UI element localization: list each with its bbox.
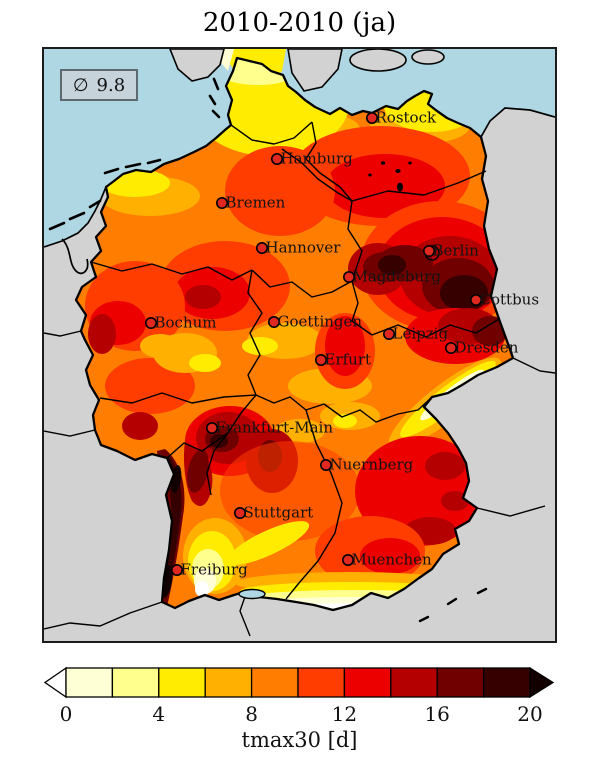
cities-layer: Rostock Hamburg Bremen Hannover Berlin Magdeb… <box>145 109 540 579</box>
city-label-stuttgart: Stuttgart <box>244 504 314 522</box>
city-label-freiburg: Freiburg <box>181 561 249 579</box>
colorbar-segment-5 <box>297 667 346 698</box>
colorbar-label: tmax30 [d] <box>241 728 358 752</box>
city-label-hannover: Hannover <box>266 239 342 257</box>
colorbar-over-arrow <box>529 666 555 699</box>
colorbar-tick-0: 0 <box>59 702 73 726</box>
mean-symbol: ∅ <box>72 74 89 96</box>
island-dashes <box>48 77 221 231</box>
city-marker-stuttgart <box>234 506 247 519</box>
neighbor-borders <box>44 330 555 637</box>
colorbar-segment-6 <box>343 667 392 698</box>
colorbar-tick-16: 16 <box>424 702 450 726</box>
city-marker-hannover <box>255 242 268 255</box>
city-marker-muenchen <box>341 553 354 566</box>
state-boundaries <box>90 121 500 600</box>
colorbar-segment-2 <box>158 667 206 698</box>
lake-constance <box>238 588 266 600</box>
mean-value-box: ∅ 9.8 <box>60 69 138 101</box>
city-marker-dresden <box>444 341 457 354</box>
city-marker-erfurt <box>314 353 327 366</box>
city-label-bochum: Bochum <box>155 314 217 332</box>
city-label-rostock: Rostock <box>376 109 437 127</box>
city-marker-berlin <box>422 245 435 258</box>
city-label-bremen: Bremen <box>226 194 286 212</box>
colorbar-under-arrow <box>44 666 67 699</box>
city-marker-frankfurt-main <box>206 421 219 434</box>
lakes <box>368 161 412 192</box>
city-label-hamburg: Hamburg <box>281 150 354 168</box>
city-label-goettingen: Goettingen <box>278 313 363 331</box>
denmark <box>169 49 445 92</box>
city-marker-hamburg <box>270 153 283 166</box>
colorbar-tick-4: 4 <box>152 702 166 726</box>
city-label-cottbus: Cottbus <box>480 291 540 309</box>
germany-heatmap: Rostock Hamburg Bremen Hannover Berlin Magdeb… <box>44 49 555 641</box>
colorbar <box>44 666 555 699</box>
germany-border <box>74 56 515 612</box>
colorbar-segment-4 <box>250 667 299 698</box>
colorbar-tick-20: 20 <box>517 702 543 726</box>
colorbar-segment-1 <box>111 667 160 698</box>
alpine-dashes <box>418 587 488 623</box>
figure-title: 2010-2010 (ja) <box>202 8 397 38</box>
city-label-muenchen: Muenchen <box>352 551 432 569</box>
colorbar-tick-12: 12 <box>331 702 358 726</box>
map-panel: Rostock Hamburg Bremen Hannover Berlin Magdeb… <box>42 47 557 643</box>
sea <box>44 49 555 247</box>
colorbar-ticks: 0 4 8 12 16 20 <box>44 702 555 726</box>
colorbar-tick-8: 8 <box>245 702 258 726</box>
city-label-frankfurt-main: Frankfurt-Main <box>216 419 334 437</box>
city-marker-bochum <box>145 316 158 329</box>
city-marker-rostock <box>365 112 378 125</box>
city-marker-freiburg <box>171 563 184 576</box>
city-marker-bremen <box>216 197 229 210</box>
city-marker-leipzig <box>382 327 395 340</box>
city-marker-goettingen <box>267 315 280 328</box>
colorbar-segment-3 <box>204 667 253 698</box>
city-label-magdeburg: Magdeburg <box>353 268 442 286</box>
city-label-leipzig: Leipzig <box>393 325 449 343</box>
city-label-erfurt: Erfurt <box>325 351 372 369</box>
city-label-berlin: Berlin <box>433 242 480 260</box>
city-marker-magdeburg <box>342 270 355 283</box>
city-label-nuernberg: Nuernberg <box>330 456 414 474</box>
colorbar-segment-7 <box>390 667 438 698</box>
colorbar-segment-0 <box>65 667 114 698</box>
coastlines <box>44 107 555 275</box>
city-marker-cottbus <box>469 293 482 306</box>
city-marker-nuernberg <box>319 458 332 471</box>
mean-value: 9.8 <box>96 74 126 96</box>
colorbar-segment-9 <box>482 667 531 698</box>
city-label-dresden: Dresden <box>455 339 519 357</box>
colorbar-segment-8 <box>436 667 485 698</box>
